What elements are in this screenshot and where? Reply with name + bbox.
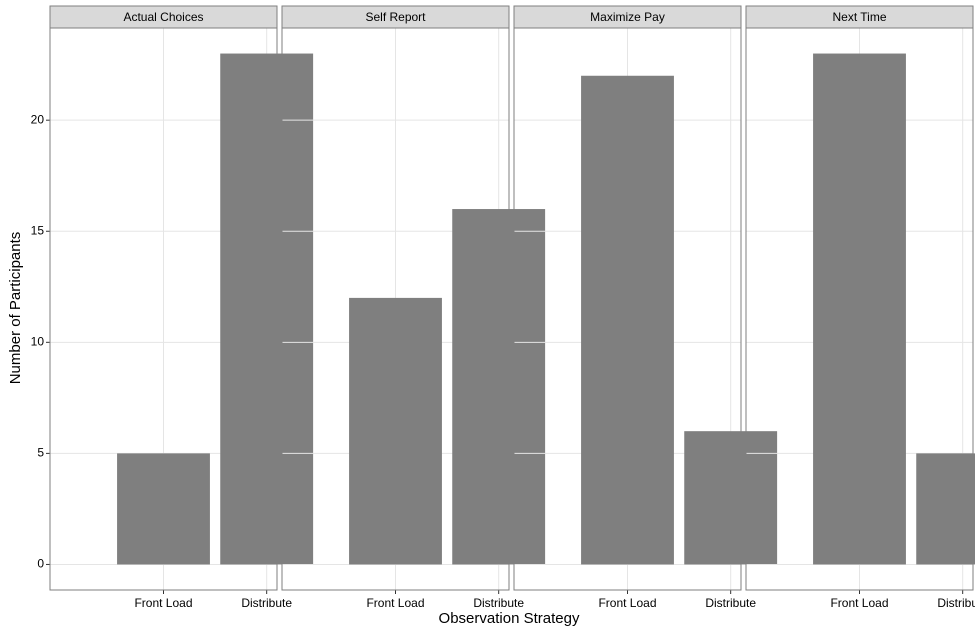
y-tick-label: 10 <box>31 334 45 348</box>
x-tick-label: Front Load <box>830 596 888 610</box>
bar <box>581 75 674 565</box>
facet-title: Maximize Pay <box>590 10 665 24</box>
x-tick-label: Front Load <box>134 596 192 610</box>
bar <box>220 53 314 565</box>
panel-border <box>281 27 510 591</box>
panel-border <box>49 27 278 591</box>
panel-border <box>745 27 974 591</box>
panel-border <box>513 27 742 591</box>
x-tick-label: Front Load <box>366 596 424 610</box>
x-axis-title: Observation Strategy <box>439 610 580 627</box>
bar <box>813 53 906 565</box>
x-tick-label: Distribute <box>937 596 975 610</box>
x-tick-label: Front Load <box>598 596 656 610</box>
facet-title: Actual Choices <box>123 10 203 24</box>
bar <box>684 431 778 565</box>
facet-title: Next Time <box>832 10 886 24</box>
y-tick-label: 20 <box>31 112 45 126</box>
x-tick-label: Distribute <box>473 596 524 610</box>
bar <box>117 453 210 565</box>
bar <box>452 209 546 565</box>
x-tick-label: Distribute <box>705 596 756 610</box>
y-tick-label: 0 <box>37 557 44 571</box>
x-tick-label: Distribute <box>241 596 292 610</box>
y-axis-title: Number of Participants <box>7 232 24 385</box>
bar <box>349 297 442 565</box>
bar <box>916 453 975 565</box>
facet-title: Self Report <box>365 10 426 24</box>
y-tick-label: 15 <box>31 223 45 237</box>
y-tick-label: 5 <box>37 446 44 460</box>
